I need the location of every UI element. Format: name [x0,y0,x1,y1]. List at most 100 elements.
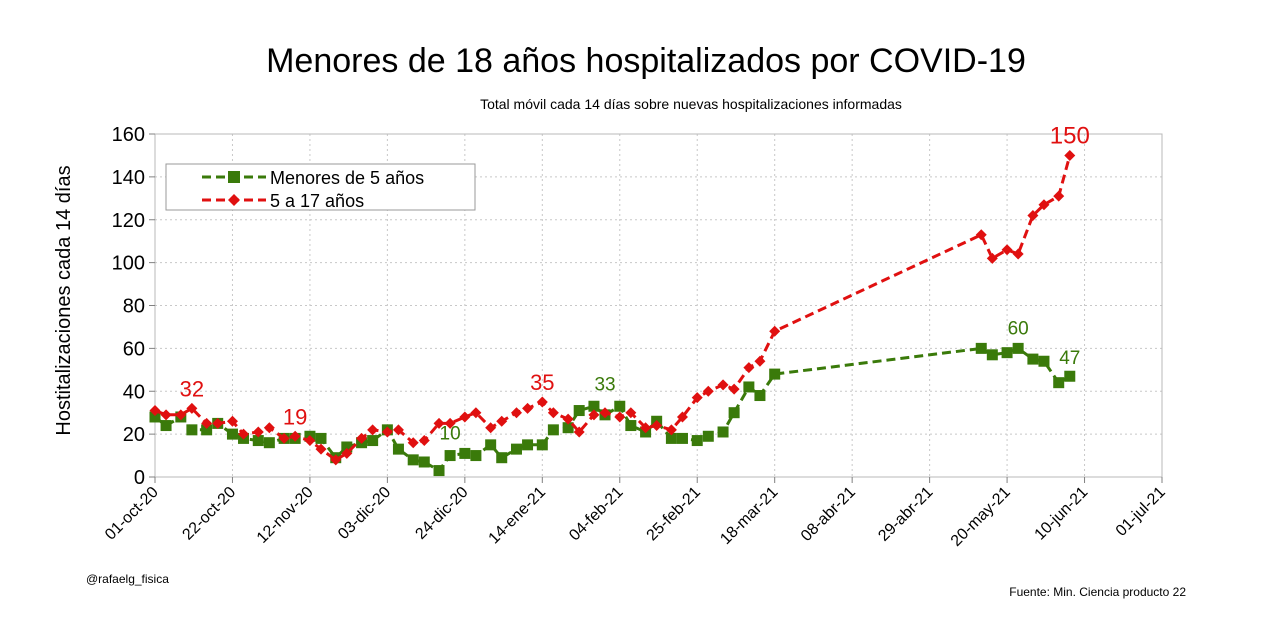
data-point-square [676,432,688,444]
data-point-square [588,400,600,412]
data-label: 19 [283,404,307,429]
data-point-diamond [175,409,187,421]
data-label: 35 [530,370,554,395]
data-point-diamond [599,407,611,419]
data-point-square [418,456,430,468]
data-point-diamond [160,409,172,421]
data-point-diamond [625,407,637,419]
y-tick-label: 160 [112,124,145,146]
y-tick-label: 140 [112,167,145,189]
data-point-diamond [304,435,316,447]
y-tick-label: 0 [134,467,145,489]
data-point-diamond [418,435,430,447]
data-point-diamond [769,325,781,337]
data-point-square [433,465,445,477]
chart-subtitle: Total móvil cada 14 días sobre nuevas ho… [480,96,902,112]
data-point-square [743,381,755,393]
data-point-square [407,454,419,466]
data-point-square [1064,370,1076,382]
data-point-square [1053,377,1065,389]
x-tick-label: 18-mar-21 [717,484,781,548]
data-point-square [341,441,353,453]
data-point-diamond [186,402,198,414]
data-point-square [496,452,508,464]
data-point-diamond [263,422,275,434]
data-point-diamond [522,402,534,414]
data-point-diamond [665,424,677,436]
x-tick-label: 24-dic-20 [412,484,471,543]
data-point-diamond [510,407,522,419]
data-point-diamond [485,422,497,434]
data-label: 32 [180,376,204,401]
data-point-diamond [444,417,456,429]
y-tick-label: 100 [112,253,145,275]
data-point-diamond [702,385,714,397]
data-point-diamond [433,417,445,429]
data-point-diamond [640,422,652,434]
data-point-square [444,450,456,462]
data-point-diamond [226,415,238,427]
x-tick-label: 08-abr-21 [798,484,859,545]
x-tick-label: 10-jun-21 [1032,484,1092,544]
chart-title: Menores de 18 años hospitalizados por CO… [266,42,1026,80]
author-credit: @rafaelg_fisica [86,572,169,586]
data-point-diamond [1038,199,1050,211]
x-tick-label: 29-abr-21 [875,484,936,545]
data-point-diamond [330,454,342,466]
x-tick-label: 25-feb-21 [644,484,705,545]
legend-marker-diamond [228,194,240,206]
data-point-diamond [717,379,729,391]
data-label: 47 [1059,348,1080,369]
data-point-square [547,424,559,436]
data-point-diamond [278,432,290,444]
data-point-diamond [754,355,766,367]
data-label: 10 [440,424,461,445]
data-point-square [252,435,264,447]
data-point-diamond [1064,149,1076,161]
data-point-diamond [676,411,688,423]
data-point-diamond [201,417,213,429]
data-point-diamond [1012,248,1024,260]
legend-box [165,163,476,211]
data-point-diamond [614,411,626,423]
x-tick-label: 04-feb-21 [566,484,627,545]
data-point-square [728,407,740,419]
data-point-square [522,439,534,451]
data-point-square [625,420,637,432]
data-point-square [470,450,482,462]
data-source: Fuente: Min. Ciencia producto 22 [1009,585,1186,599]
data-label: 33 [594,374,615,395]
data-point-diamond [1053,190,1065,202]
data-point-square [392,443,404,455]
data-point-square [459,447,471,459]
data-point-square [691,435,703,447]
y-tick-label: 80 [123,296,145,318]
y-tick-label: 40 [123,381,145,403]
data-point-diamond [315,443,327,455]
data-point-square [201,424,213,436]
data-point-square [754,390,766,402]
data-point-diamond [573,426,585,438]
data-point-diamond [212,417,224,429]
legend-marker-square [228,171,240,183]
data-point-diamond [252,426,264,438]
data-point-diamond [238,428,250,440]
x-tick-label: 22-oct-20 [179,484,239,544]
data-point-diamond [289,430,301,442]
y-tick-label: 60 [123,338,145,360]
data-point-square [986,349,998,361]
data-point-square [510,443,522,455]
x-tick-label: 01-jul-21 [1113,484,1169,540]
data-point-square [717,426,729,438]
data-point-square [562,422,574,434]
data-point-diamond [407,437,419,449]
x-tick-label: 12-nov-20 [254,484,317,547]
data-point-square [226,428,238,440]
data-point-diamond [381,426,393,438]
data-point-diamond [728,383,740,395]
data-point-square [1012,342,1024,354]
data-point-square [149,411,161,423]
data-point-diamond [975,229,987,241]
data-point-diamond [392,424,404,436]
